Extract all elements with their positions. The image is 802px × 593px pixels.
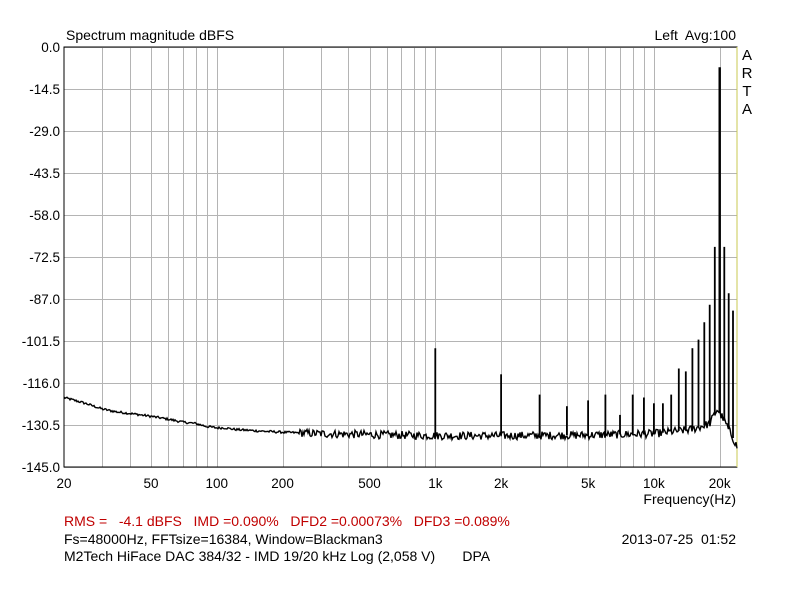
- brand-letter: A: [741, 101, 752, 118]
- y-tick-label: -43.5: [29, 166, 60, 181]
- x-tick-label: 200: [271, 476, 294, 491]
- y-tick-label: -87.0: [29, 292, 60, 307]
- stats-line: RMS = -4.1 dBFS IMD =0.090% DFD2 =0.0007…: [64, 513, 510, 529]
- params-line: Fs=48000Hz, FFTsize=16384, Window=Blackm…: [64, 531, 383, 547]
- timestamp: 2013-07-25 01:52: [621, 531, 736, 547]
- x-axis-label: Frequency(Hz): [643, 491, 736, 507]
- noise-floor-line: [63, 396, 738, 449]
- x-tick-label: 50: [143, 476, 158, 491]
- x-tick-label: 2k: [494, 476, 509, 491]
- grid-lines: [64, 47, 737, 468]
- x-tick-label: 20k: [709, 476, 731, 491]
- x-tick-label: 1k: [428, 476, 443, 491]
- chart-title: Spectrum magnitude dBFS: [66, 27, 235, 43]
- x-tick-label: 10k: [643, 476, 665, 491]
- brand-letter: A: [741, 47, 752, 64]
- x-axis-ticks: 20 50 100 200 500 1k 2k 5k 10k 20k: [56, 476, 730, 491]
- y-tick-label: -130.5: [22, 418, 60, 433]
- x-tick-label: 500: [358, 476, 381, 491]
- brand-vertical-label: A R T A: [740, 47, 754, 119]
- spectrum-trace: [63, 67, 738, 449]
- y-tick-label: -145.0: [22, 460, 60, 475]
- y-tick-label: -116.0: [23, 376, 60, 391]
- x-tick-label: 100: [206, 476, 229, 491]
- brand-letter: T: [742, 83, 752, 100]
- channel-avg-label: Left Avg:100: [654, 27, 736, 43]
- y-tick-label: -72.5: [29, 250, 60, 265]
- y-axis-ticks: 0.0 -14.5 -29.0 -43.5 -58.0 -72.5 -87.0 -101.5 -…: [22, 40, 60, 475]
- y-tick-label: -14.5: [29, 82, 60, 97]
- brand-letter: R: [741, 65, 753, 82]
- y-tick-label: -29.0: [29, 124, 60, 139]
- device-line: M2Tech HiFace DAC 384/32 - IMD 19/20 kHz…: [64, 548, 491, 564]
- x-tick-label: 20: [56, 476, 71, 491]
- x-tick-label: 5k: [581, 476, 596, 491]
- y-tick-label: -101.5: [22, 334, 60, 349]
- y-tick-label: -58.0: [29, 208, 60, 223]
- y-tick-label: 0.0: [41, 40, 60, 55]
